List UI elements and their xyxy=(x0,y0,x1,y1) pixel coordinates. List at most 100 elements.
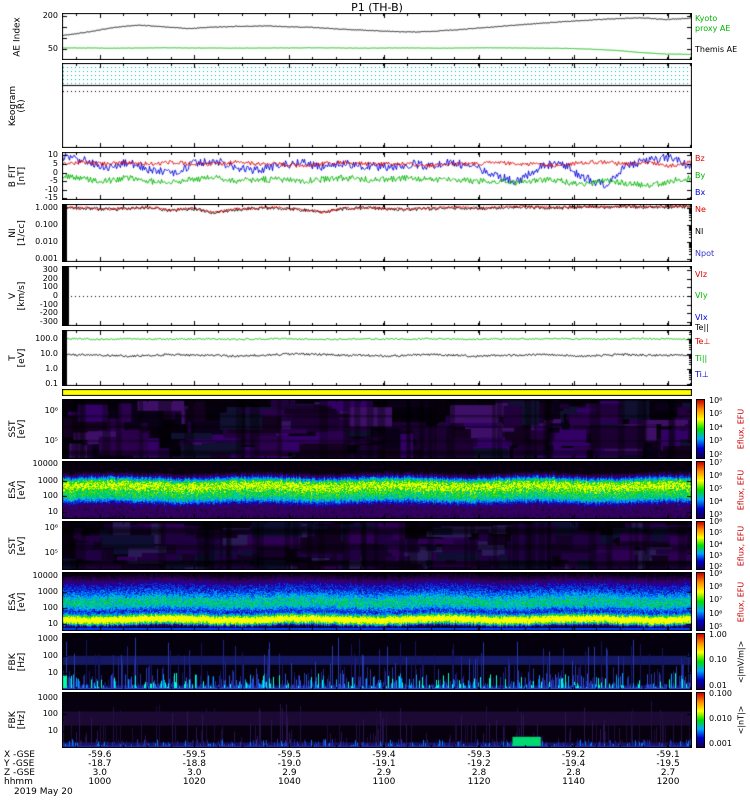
y-tick-label: 0.100 xyxy=(35,220,58,230)
y-axis-label-sst_ions: SST [eV] xyxy=(8,419,27,439)
y-tick-label: 100 xyxy=(42,650,58,660)
y-tick-label: 10 xyxy=(47,618,58,628)
y-tick-label: 10 xyxy=(47,726,58,736)
y-tick-label: -15 xyxy=(44,193,58,203)
series-label: Bx xyxy=(695,188,706,198)
panel-bfit xyxy=(62,152,692,200)
colorbar-tick-label: 10⁷ xyxy=(709,595,723,605)
axis-tick-value: -59.5 xyxy=(182,750,206,760)
colorbar-tick-label: 10⁴ xyxy=(709,496,723,506)
y-tick-label: -200 xyxy=(39,308,58,318)
axis-tick-value: -19.2 xyxy=(467,759,491,769)
series-label: Te⊥ xyxy=(695,336,711,346)
panel-sst_ions xyxy=(62,399,692,459)
y-tick-label: -10 xyxy=(44,184,58,194)
y-tick-label: 50 xyxy=(47,44,58,54)
y-tick-label: -100 xyxy=(39,299,58,309)
colorbar-tick-label: 0.10 xyxy=(709,655,727,665)
colorbar xyxy=(696,399,705,459)
series-label: NI xyxy=(695,227,704,237)
series-label: Bz xyxy=(695,153,705,163)
axis-tick-value: 1020 xyxy=(182,777,206,787)
axis-row-label: Y -GSE xyxy=(4,759,35,769)
axis-tick-value: -19.5 xyxy=(656,759,680,769)
colorbar-tick-label: 10⁶ xyxy=(709,395,723,405)
y-tick-label: 1000 xyxy=(37,633,58,643)
axis-tick-value: 2.7 xyxy=(660,768,676,778)
y-axis-label-keogram: Keogram (R) xyxy=(8,85,27,126)
colorbar-tick-label: 10³ xyxy=(709,436,723,446)
axis-tick-value: 1200 xyxy=(656,777,680,787)
y-tick-label: 100 xyxy=(42,709,58,719)
colorbar xyxy=(696,521,705,570)
panel-fbk_e xyxy=(62,633,692,690)
colorbar-tick-label: 10³ xyxy=(709,509,723,519)
series-label: proxy AE xyxy=(695,24,731,34)
colorbar-tick-label: 10⁵ xyxy=(709,621,723,631)
axis-tick-value: -59.2 xyxy=(561,750,586,760)
series-label: By xyxy=(695,171,706,181)
y-tick-label: 0.1 xyxy=(45,378,58,388)
y-tick-label: 10⁶ xyxy=(44,523,58,533)
panel-flag xyxy=(62,389,692,396)
axis-tick-value: -19.0 xyxy=(277,759,302,769)
y-tick-label: 1.0 xyxy=(45,363,58,373)
colorbar-tick-label: 1.00 xyxy=(709,629,727,639)
colorbar-tick-label: 10⁵ xyxy=(709,409,723,419)
y-tick-label: 10000 xyxy=(32,459,58,469)
axis-row-label: hhmm xyxy=(4,777,33,787)
y-tick-label: 0 xyxy=(52,167,58,177)
y-tick-label: 10 xyxy=(47,507,58,517)
y-tick-label: 5 xyxy=(52,159,58,168)
panel-ni xyxy=(62,204,692,262)
y-tick-label: 0.001 xyxy=(35,254,58,264)
y-tick-label: 100.0 xyxy=(35,333,58,343)
colorbar-tick-label: 10⁴ xyxy=(709,539,723,549)
axis-tick-value: -59.4 xyxy=(372,750,396,760)
series-label: Kyoto xyxy=(695,13,718,23)
colorbar-tick-label: 10⁵ xyxy=(709,528,723,538)
y-tick-label: 100 xyxy=(42,491,58,501)
axis-tick-value: 2.9 xyxy=(376,768,392,778)
colorbar xyxy=(696,572,705,631)
plot-title: P1 (TH-B) xyxy=(351,1,403,14)
y-tick-label: 1000 xyxy=(37,692,58,702)
axis-tick-value: 1140 xyxy=(562,777,585,787)
colorbar-unit-label: <|mV/m|> xyxy=(736,640,746,683)
date-label: 2019 May 20 xyxy=(14,787,73,797)
axis-tick-value: -59.5 xyxy=(277,750,302,760)
colorbar-tick-label: 10⁹ xyxy=(709,568,723,578)
series-label: VIy xyxy=(695,291,708,301)
colorbar-unit-label: Eflux, EFU xyxy=(736,469,746,511)
axis-tick-value: 3.0 xyxy=(187,768,202,778)
colorbar-unit-label: Eflux, EFU xyxy=(736,581,746,622)
series-label: Ne xyxy=(695,205,706,215)
colorbar-unit-label: Eflux, EFU xyxy=(736,525,746,566)
axis-tick-value: 1040 xyxy=(277,777,301,787)
y-tick-label: 200 xyxy=(42,11,58,21)
panel-keogram xyxy=(62,63,692,148)
axis-tick-value: 2.8 xyxy=(471,768,487,778)
panel-temp xyxy=(62,330,692,386)
series-label: Themis AE xyxy=(695,44,738,54)
axis-tick-value: 1120 xyxy=(467,777,491,787)
axis-tick-value: -19.4 xyxy=(561,759,586,769)
axis-tick-value: -19.1 xyxy=(372,759,396,769)
colorbar-tick-label: 0.01 xyxy=(709,681,727,690)
y-tick-label: 1000 xyxy=(37,587,58,597)
series-label: Ti⊥ xyxy=(695,370,709,380)
y-tick-label: 100 xyxy=(42,282,58,292)
y-tick-label: 0 xyxy=(52,291,58,300)
colorbar-tick-label: 10⁵ xyxy=(709,483,723,493)
colorbar-tick-label: 10⁶ xyxy=(709,517,723,527)
axis-tick-value: 1100 xyxy=(372,777,396,787)
panel-esa_electrons xyxy=(62,572,692,631)
y-tick-label: 200 xyxy=(42,273,58,283)
y-tick-label: 1.000 xyxy=(35,203,58,213)
panel-ae xyxy=(62,13,692,60)
colorbar xyxy=(696,633,705,690)
y-tick-label: -300 xyxy=(39,316,58,326)
colorbar-unit-label: <|nT|> xyxy=(736,705,746,735)
axis-tick-value: -59.6 xyxy=(88,750,112,760)
